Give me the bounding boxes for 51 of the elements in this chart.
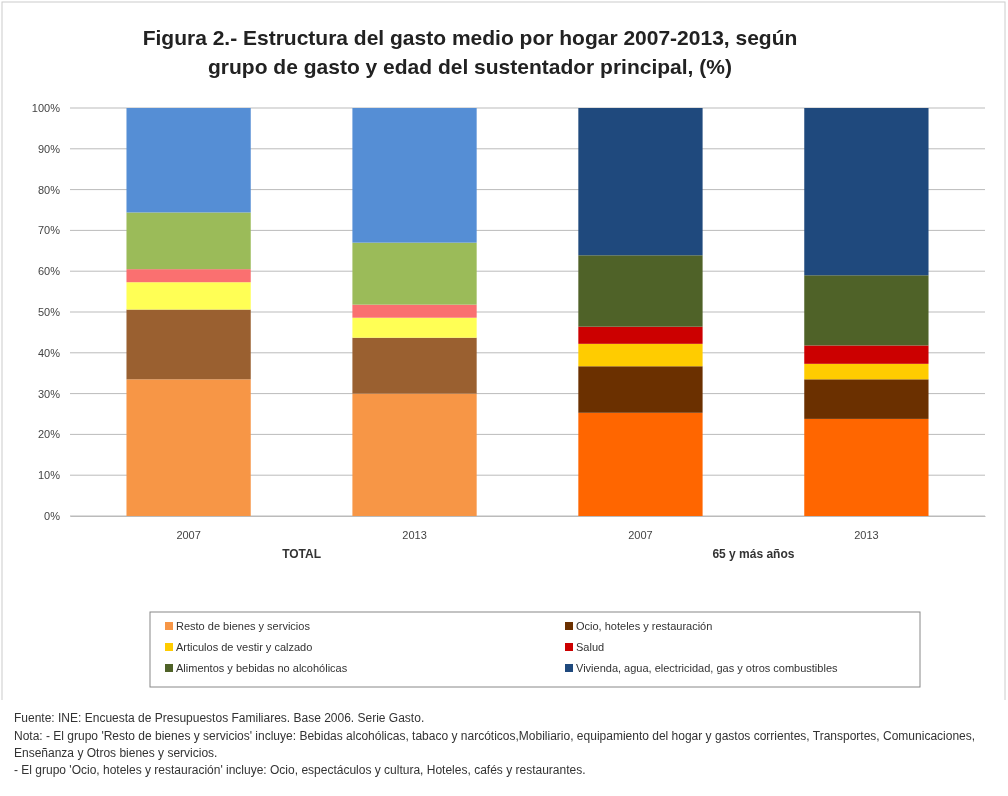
- bar: [352, 108, 477, 243]
- legend-label: Articulos de vestir y calzado: [176, 641, 313, 653]
- bar: [578, 412, 703, 516]
- bar: [352, 304, 477, 318]
- y-tick-label: 20%: [37, 428, 61, 441]
- text: 65 y más años: [712, 547, 795, 561]
- legend-label: Resto de bienes y servicios: [176, 620, 311, 632]
- y-tick-label: 90%: [37, 142, 61, 155]
- y-tick-label: 100%: [31, 102, 61, 115]
- y-tick-label: 80%: [37, 183, 61, 196]
- bar: [126, 309, 251, 380]
- bar: [578, 255, 703, 327]
- chart-title: Figura 2.- Estructura del gasto medio por hogar 2007-2013, según grupo de gasto y edad del sustentador principal, (%): [142, 26, 798, 78]
- y-tick-label: 60%: [37, 265, 61, 278]
- x-tick-label: 2013: [854, 528, 879, 541]
- bar: [126, 269, 251, 283]
- bar: [126, 108, 251, 213]
- y-tick-label: 40%: [37, 346, 61, 359]
- bar: [804, 108, 929, 276]
- bar: [578, 326, 703, 344]
- legend-label: Vivienda, agua, electricidad, gas y otros combustibles: [576, 662, 838, 674]
- bar: [352, 337, 477, 394]
- bar: [804, 345, 929, 364]
- bar: [352, 317, 477, 338]
- text: TOTAL: [282, 547, 322, 561]
- bar: [804, 379, 929, 419]
- y-tick-label: 70%: [37, 224, 61, 237]
- bar: [352, 393, 477, 516]
- y-tick-label: 30%: [37, 387, 61, 400]
- bar: [126, 379, 251, 516]
- source-note: Fuente: INE: Encuesta de Presupuestos Familiares. Base 2006. Serie Gasto.: [14, 710, 426, 727]
- bar: [126, 212, 251, 270]
- text: - El grupo 'Ocio, hoteles y restauración' incluye: Ocio, espectáculos y cultura, Hoteles, cafés y restaurantes.: [14, 762, 587, 779]
- bar: [804, 418, 929, 516]
- y-tick-label: 0%: [44, 510, 61, 523]
- bar: [578, 108, 703, 256]
- bar: [578, 343, 703, 367]
- bar: [804, 363, 929, 380]
- legend-label: Ocio, hoteles y restauración: [576, 620, 713, 632]
- bar: [578, 366, 703, 413]
- x-tick-label: 2013: [402, 528, 427, 541]
- text: Nota: - El grupo 'Resto de bienes y servicios' incluye: Bebidas alcohólicas, tabaco y narcóticos,Mobiliario, equipamiento del hogar y gastos corrientes, Transportes, Comunicaciones, Enseñanza y Otros bienes y servicios.: [14, 728, 977, 762]
- legend-label: Alimentos y bebidas no alcohólicas: [176, 662, 348, 674]
- y-tick-label: 50%: [37, 306, 61, 319]
- legend-label: Salud: [576, 641, 605, 653]
- x-tick-label: 2007: [628, 528, 653, 541]
- bar: [126, 282, 251, 310]
- bar: [352, 242, 477, 305]
- y-tick-label: 10%: [37, 469, 61, 482]
- bar: [804, 275, 929, 346]
- x-tick-label: 2007: [176, 528, 201, 541]
